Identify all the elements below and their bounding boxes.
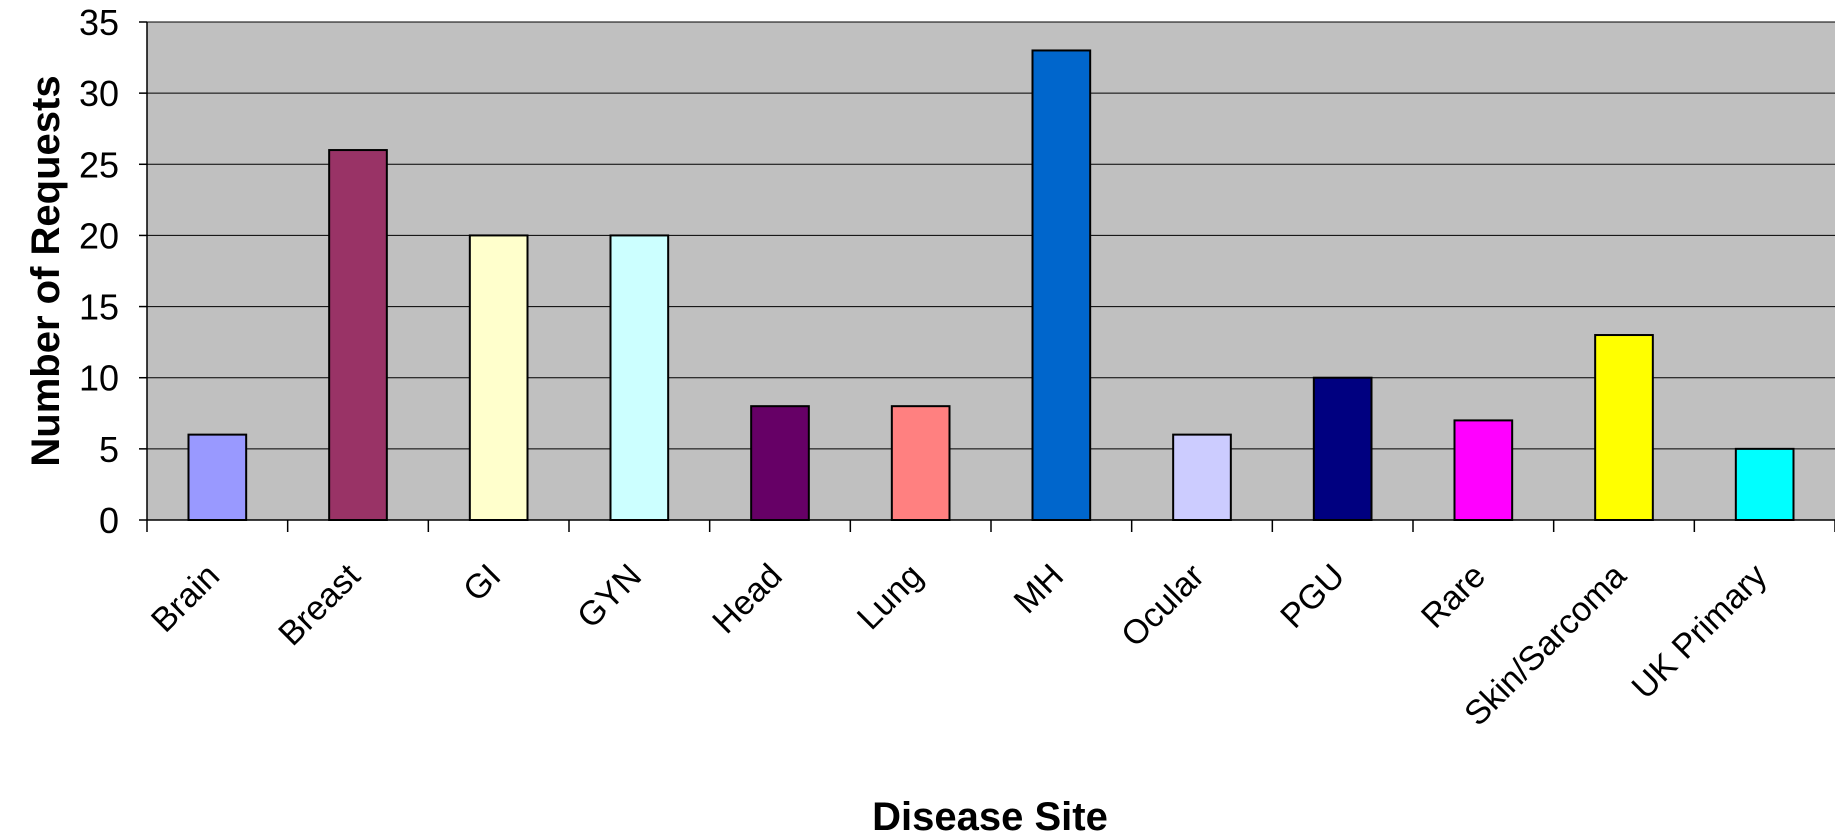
bar-rare <box>1454 420 1512 520</box>
y-tick-labels: 0 5 10 15 20 25 30 35 <box>79 2 119 541</box>
x-tick-label: MH <box>1007 557 1071 621</box>
y-tick-label: 5 <box>99 429 119 470</box>
bar-skin-sarcoma <box>1595 335 1653 520</box>
x-tick-label: Ocular <box>1114 557 1212 655</box>
bar-uk-primary <box>1736 449 1794 520</box>
plot-area <box>147 22 1835 520</box>
bar-gyn <box>610 235 668 520</box>
bar-mh <box>1032 50 1090 520</box>
y-tick-label: 25 <box>79 144 119 185</box>
y-tick-label: 30 <box>79 73 119 114</box>
x-tick-label: Rare <box>1414 557 1493 636</box>
bar-gi <box>470 235 528 520</box>
bar-ocular <box>1173 435 1231 520</box>
x-tick-label: Lung <box>850 557 930 637</box>
bar-pgu <box>1314 378 1372 520</box>
bar-head <box>751 406 809 520</box>
x-tick-label: Head <box>705 557 789 641</box>
x-tick-label: Brain <box>144 557 227 640</box>
x-tick-label: GYN <box>570 557 649 636</box>
x-tick-label: Breast <box>271 556 368 653</box>
bar-breast <box>329 150 387 520</box>
bar-brain <box>188 435 246 520</box>
y-tick-label: 15 <box>79 287 119 328</box>
y-tick-label: 0 <box>99 500 119 541</box>
x-tick-label: PGU <box>1273 557 1352 636</box>
x-axis-title: Disease Site <box>872 795 1108 836</box>
y-tick-label: 10 <box>79 358 119 399</box>
bar-lung <box>892 406 950 520</box>
y-axis-title: Number of Requests <box>24 75 68 466</box>
y-tick-label: 20 <box>79 215 119 256</box>
x-tick-label: UK Primary <box>1625 557 1775 707</box>
x-tick-label: GI <box>456 557 508 609</box>
x-tick-labels: Brain Breast GI GYN Head Lung MH Ocular PGU RareS… <box>144 556 1774 733</box>
y-tick-label: 35 <box>79 2 119 43</box>
